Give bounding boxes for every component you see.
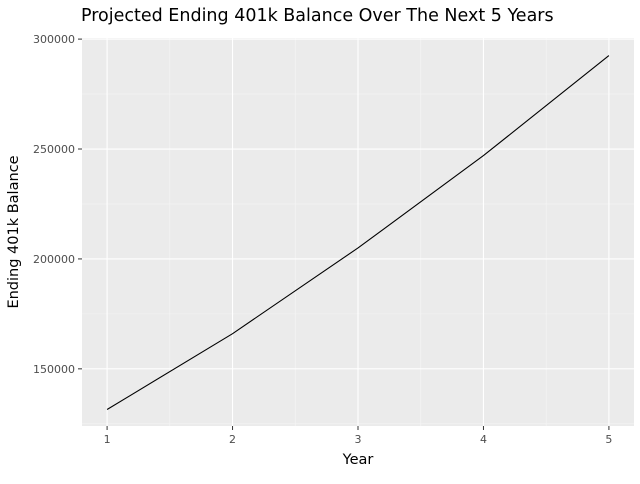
y-tick-label: 150000 (33, 363, 75, 376)
x-tick-label: 2 (229, 433, 236, 446)
y-axis-title: Ending 401k Balance (6, 155, 22, 308)
chart-title: Projected Ending 401k Balance Over The N… (81, 6, 554, 26)
x-tick-label: 5 (605, 433, 612, 446)
y-tick-label: 200000 (33, 253, 75, 266)
x-tick-label: 3 (355, 433, 362, 446)
x-axis: 1 2 3 4 5 (104, 426, 612, 446)
y-axis: 150000 200000 250000 300000 (33, 33, 82, 376)
y-tick-label: 250000 (33, 143, 75, 156)
x-axis-title: Year (342, 452, 374, 468)
major-gridlines (82, 38, 634, 426)
series-line-1 (106, 55, 610, 410)
x-tick-label: 1 (104, 433, 111, 446)
y-tick-label: 300000 (33, 33, 75, 46)
series-layer (106, 55, 610, 410)
x-tick-label: 4 (480, 433, 487, 446)
